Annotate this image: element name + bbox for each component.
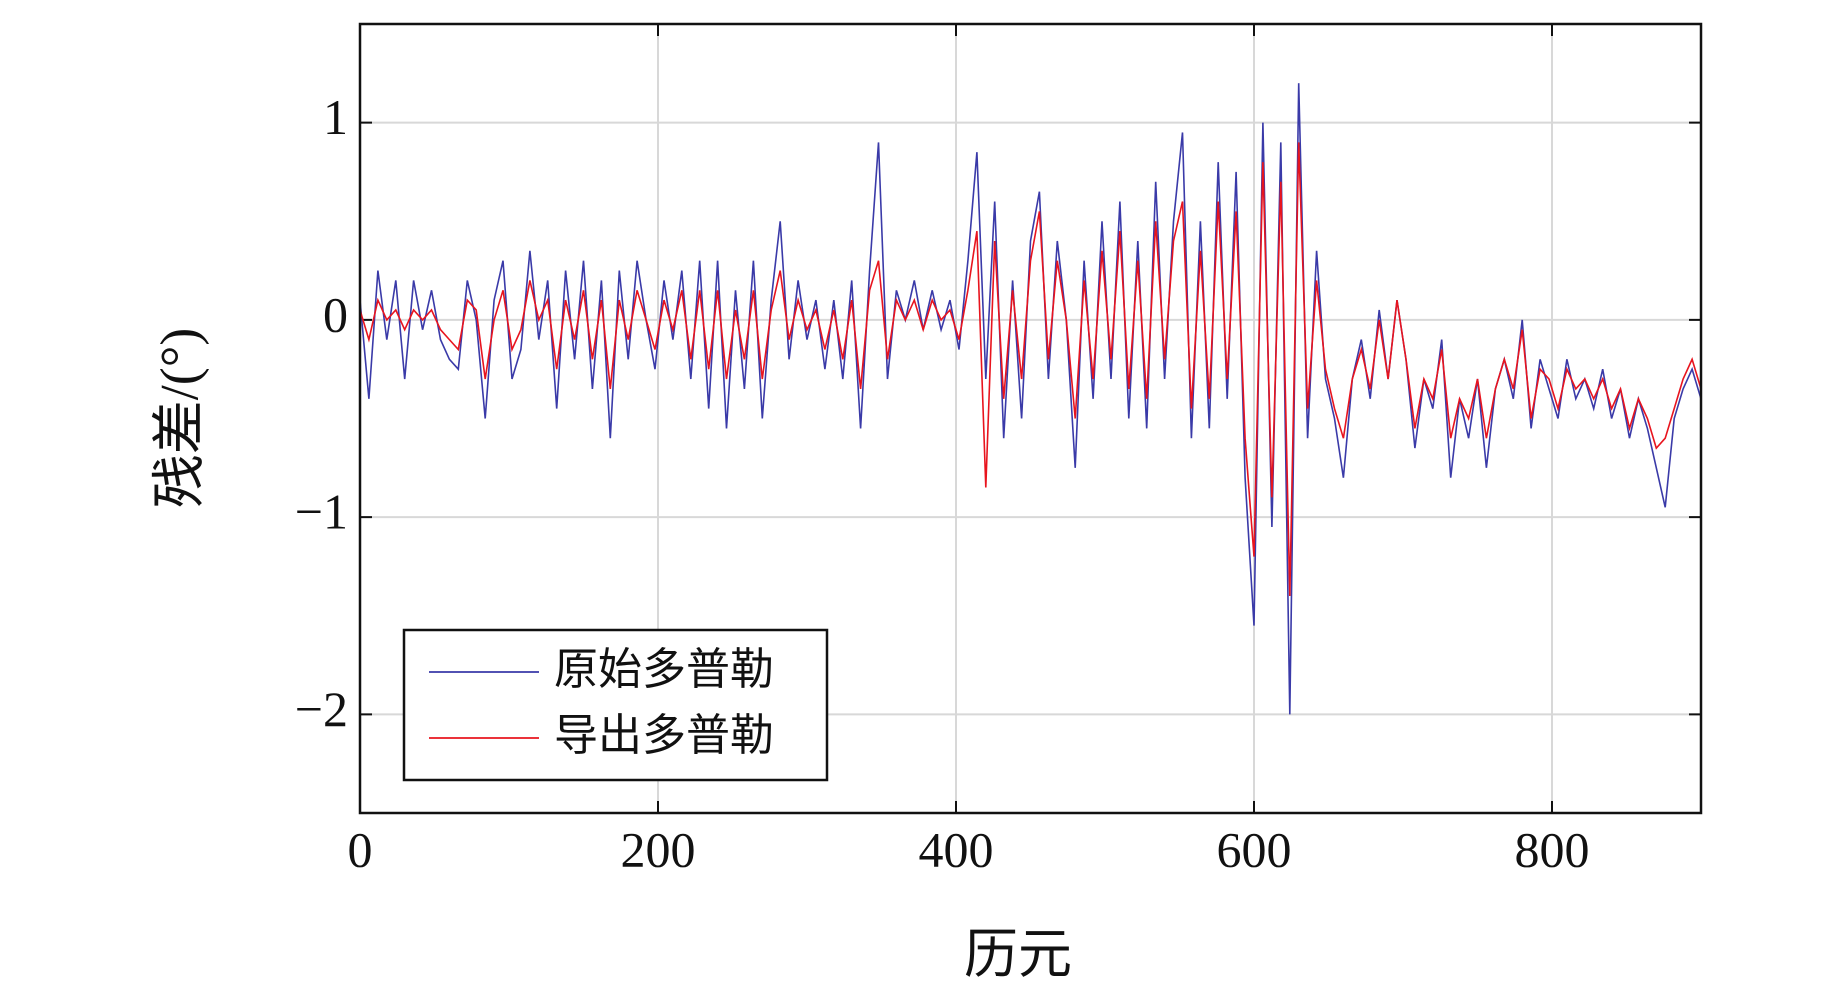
x-tick-label: 600 [1217, 821, 1292, 877]
x-tick-label: 800 [1515, 821, 1590, 877]
x-axis-label: 历元 [964, 924, 1072, 984]
x-tick-label: 200 [621, 821, 696, 877]
legend-box [402, 628, 829, 782]
legend-label: 导出多普勒 [554, 710, 774, 761]
data-line [359, 83, 1702, 715]
plot-frame [358, 22, 1703, 815]
y-axis-label: 残差/(°) [149, 328, 209, 509]
legend-label: 原始多普勒 [554, 644, 774, 695]
y-tick-label: −1 [295, 484, 348, 540]
x-tick-label: 400 [919, 821, 994, 877]
y-tick-label: −2 [295, 681, 348, 737]
y-tick-label: 0 [323, 286, 348, 342]
data-line [359, 142, 1702, 597]
x-tick-label: 0 [348, 821, 373, 877]
y-tick-label: 1 [323, 89, 348, 145]
